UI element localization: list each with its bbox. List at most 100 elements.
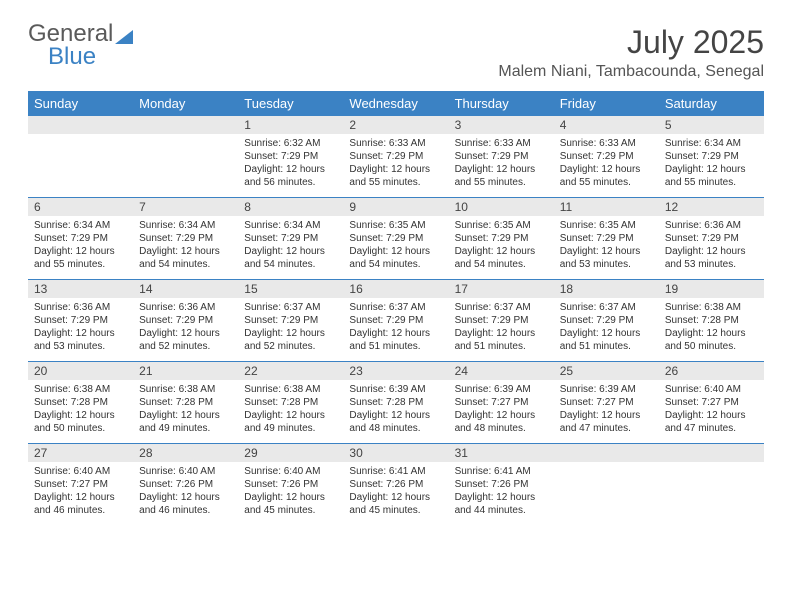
sunset-text: Sunset: 7:28 PM (244, 396, 337, 409)
sunset-text: Sunset: 7:29 PM (34, 232, 127, 245)
day-cell: Sunrise: 6:40 AMSunset: 7:27 PMDaylight:… (28, 462, 133, 525)
day-number: 30 (343, 444, 448, 463)
sunset-text: Sunset: 7:29 PM (560, 314, 653, 327)
sunset-text: Sunset: 7:29 PM (455, 150, 548, 163)
day-number: 4 (554, 116, 659, 134)
sunset-text: Sunset: 7:27 PM (560, 396, 653, 409)
daylight-text: Daylight: 12 hours and 49 minutes. (244, 409, 337, 435)
day-number: 22 (238, 362, 343, 381)
daylight-text: Daylight: 12 hours and 54 minutes. (455, 245, 548, 271)
sunrise-text: Sunrise: 6:33 AM (455, 137, 548, 150)
day-number-row: 2728293031 (28, 444, 764, 463)
calendar-table: Sunday Monday Tuesday Wednesday Thursday… (28, 91, 764, 525)
day-content-row: Sunrise: 6:36 AMSunset: 7:29 PMDaylight:… (28, 298, 764, 362)
sunset-text: Sunset: 7:29 PM (244, 150, 337, 163)
day-cell: Sunrise: 6:37 AMSunset: 7:29 PMDaylight:… (238, 298, 343, 362)
title-block: July 2025 Malem Niani, Tambacounda, Sene… (498, 24, 764, 81)
sunrise-text: Sunrise: 6:37 AM (560, 301, 653, 314)
sunrise-text: Sunrise: 6:40 AM (665, 383, 758, 396)
sunset-text: Sunset: 7:27 PM (455, 396, 548, 409)
day-cell: Sunrise: 6:33 AMSunset: 7:29 PMDaylight:… (554, 134, 659, 198)
sunset-text: Sunset: 7:26 PM (455, 478, 548, 491)
day-number: 20 (28, 362, 133, 381)
day-number: 15 (238, 280, 343, 299)
daylight-text: Daylight: 12 hours and 53 minutes. (34, 327, 127, 353)
sunrise-text: Sunrise: 6:34 AM (665, 137, 758, 150)
daylight-text: Daylight: 12 hours and 44 minutes. (455, 491, 548, 517)
sunrise-text: Sunrise: 6:39 AM (560, 383, 653, 396)
daylight-text: Daylight: 12 hours and 45 minutes. (244, 491, 337, 517)
day-number: 6 (28, 198, 133, 217)
daylight-text: Daylight: 12 hours and 54 minutes. (139, 245, 232, 271)
sunset-text: Sunset: 7:29 PM (244, 232, 337, 245)
day-number: 13 (28, 280, 133, 299)
sunset-text: Sunset: 7:29 PM (244, 314, 337, 327)
daylight-text: Daylight: 12 hours and 46 minutes. (34, 491, 127, 517)
sunrise-text: Sunrise: 6:34 AM (34, 219, 127, 232)
day-cell: Sunrise: 6:41 AMSunset: 7:26 PMDaylight:… (343, 462, 448, 525)
day-cell (133, 134, 238, 198)
sunset-text: Sunset: 7:26 PM (349, 478, 442, 491)
weekday-header: Wednesday (343, 91, 448, 116)
day-number (554, 444, 659, 463)
sunrise-text: Sunrise: 6:37 AM (455, 301, 548, 314)
sunrise-text: Sunrise: 6:38 AM (34, 383, 127, 396)
day-cell: Sunrise: 6:38 AMSunset: 7:28 PMDaylight:… (238, 380, 343, 444)
day-number: 12 (659, 198, 764, 217)
day-number: 1 (238, 116, 343, 134)
sunrise-text: Sunrise: 6:40 AM (139, 465, 232, 478)
day-cell: Sunrise: 6:34 AMSunset: 7:29 PMDaylight:… (659, 134, 764, 198)
day-content-row: Sunrise: 6:38 AMSunset: 7:28 PMDaylight:… (28, 380, 764, 444)
sunset-text: Sunset: 7:28 PM (665, 314, 758, 327)
weekday-header: Saturday (659, 91, 764, 116)
sunrise-text: Sunrise: 6:37 AM (349, 301, 442, 314)
day-number: 26 (659, 362, 764, 381)
sunrise-text: Sunrise: 6:38 AM (139, 383, 232, 396)
day-cell (554, 462, 659, 525)
sunset-text: Sunset: 7:29 PM (665, 150, 758, 163)
sunset-text: Sunset: 7:29 PM (349, 150, 442, 163)
month-title: July 2025 (498, 24, 764, 61)
daylight-text: Daylight: 12 hours and 48 minutes. (349, 409, 442, 435)
daylight-text: Daylight: 12 hours and 55 minutes. (665, 163, 758, 189)
daylight-text: Daylight: 12 hours and 54 minutes. (349, 245, 442, 271)
sunrise-text: Sunrise: 6:35 AM (455, 219, 548, 232)
sunset-text: Sunset: 7:28 PM (349, 396, 442, 409)
day-content-row: Sunrise: 6:40 AMSunset: 7:27 PMDaylight:… (28, 462, 764, 525)
page: General Blue July 2025 Malem Niani, Tamb… (0, 0, 792, 549)
logo: General Blue (28, 24, 133, 68)
sunset-text: Sunset: 7:29 PM (560, 150, 653, 163)
sunset-text: Sunset: 7:29 PM (665, 232, 758, 245)
weekday-header: Tuesday (238, 91, 343, 116)
sunset-text: Sunset: 7:29 PM (455, 314, 548, 327)
day-number: 28 (133, 444, 238, 463)
day-number (659, 444, 764, 463)
sunset-text: Sunset: 7:27 PM (34, 478, 127, 491)
sunrise-text: Sunrise: 6:33 AM (349, 137, 442, 150)
day-cell: Sunrise: 6:41 AMSunset: 7:26 PMDaylight:… (449, 462, 554, 525)
day-cell: Sunrise: 6:38 AMSunset: 7:28 PMDaylight:… (659, 298, 764, 362)
day-number: 18 (554, 280, 659, 299)
daylight-text: Daylight: 12 hours and 54 minutes. (244, 245, 337, 271)
sunrise-text: Sunrise: 6:35 AM (349, 219, 442, 232)
day-number (133, 116, 238, 134)
logo-triangle-icon (115, 30, 133, 44)
sunset-text: Sunset: 7:29 PM (34, 314, 127, 327)
daylight-text: Daylight: 12 hours and 52 minutes. (244, 327, 337, 353)
day-number: 7 (133, 198, 238, 217)
day-cell: Sunrise: 6:38 AMSunset: 7:28 PMDaylight:… (28, 380, 133, 444)
daylight-text: Daylight: 12 hours and 55 minutes. (560, 163, 653, 189)
logo-word2: Blue (28, 46, 133, 69)
daylight-text: Daylight: 12 hours and 55 minutes. (455, 163, 548, 189)
day-number: 23 (343, 362, 448, 381)
day-cell: Sunrise: 6:37 AMSunset: 7:29 PMDaylight:… (343, 298, 448, 362)
day-number: 25 (554, 362, 659, 381)
daylight-text: Daylight: 12 hours and 50 minutes. (34, 409, 127, 435)
daylight-text: Daylight: 12 hours and 53 minutes. (665, 245, 758, 271)
sunrise-text: Sunrise: 6:41 AM (349, 465, 442, 478)
sunset-text: Sunset: 7:29 PM (139, 314, 232, 327)
day-number: 17 (449, 280, 554, 299)
day-number: 21 (133, 362, 238, 381)
location: Malem Niani, Tambacounda, Senegal (498, 63, 764, 81)
sunrise-text: Sunrise: 6:32 AM (244, 137, 337, 150)
